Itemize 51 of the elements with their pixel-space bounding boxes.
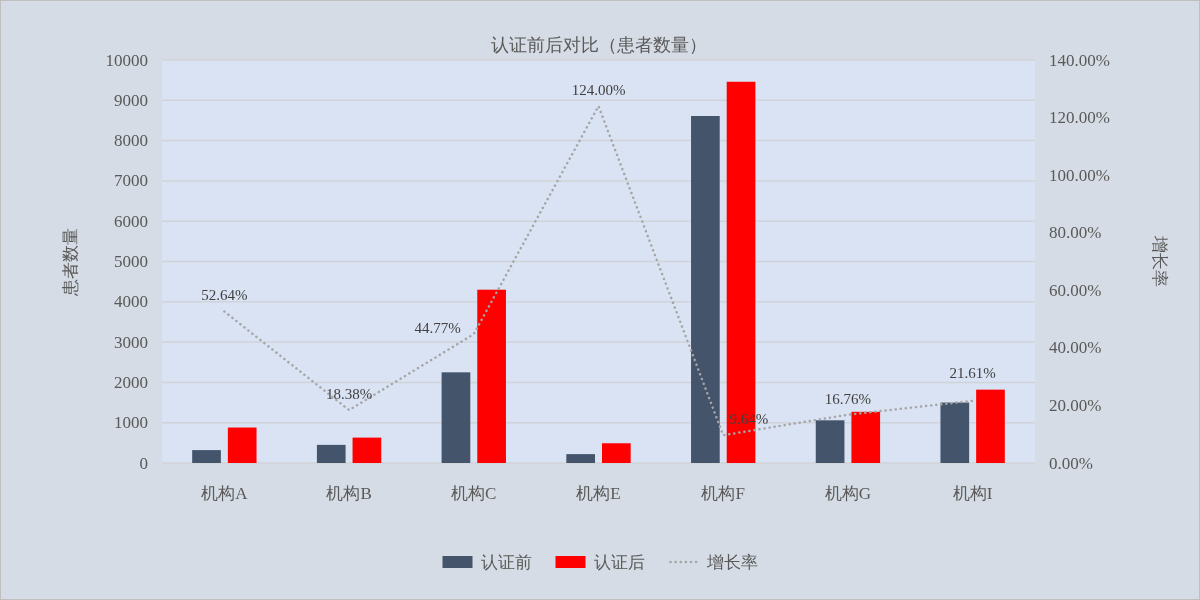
y2-tick-label: 60.00% bbox=[1049, 280, 1102, 300]
y-axis-title: 患者数量 bbox=[60, 227, 80, 297]
bar bbox=[227, 427, 257, 463]
y2-tick-label: 40.00% bbox=[1049, 338, 1102, 358]
y-tick-label: 4000 bbox=[114, 292, 148, 312]
bar bbox=[851, 411, 881, 463]
y-tick-label: 9000 bbox=[114, 90, 148, 110]
bar bbox=[192, 450, 221, 463]
y2-tick-label: 120.00% bbox=[1049, 108, 1110, 128]
y2-tick-label: 140.00% bbox=[1049, 50, 1110, 70]
y-tick-label: 5000 bbox=[114, 252, 148, 271]
bar bbox=[691, 116, 720, 463]
x-tick-label: 机构B bbox=[326, 483, 372, 503]
x-tick-label: 机构A bbox=[201, 483, 249, 503]
bar bbox=[441, 372, 471, 463]
x-tick-label: 机构G bbox=[824, 483, 872, 503]
bar bbox=[815, 420, 845, 463]
bar bbox=[316, 444, 346, 463]
y-tick-label: 8000 bbox=[114, 131, 148, 151]
data-label: 44.77% bbox=[414, 320, 461, 337]
bar bbox=[601, 443, 631, 463]
y-tick-label: 7000 bbox=[114, 171, 148, 191]
x-tick-label: 机构C bbox=[451, 483, 497, 503]
y2-tick-label: 20.00% bbox=[1049, 395, 1102, 415]
y-tick-label: 6000 bbox=[114, 211, 148, 231]
data-label: 16.76% bbox=[824, 390, 872, 407]
data-label: 124.00% bbox=[571, 82, 626, 99]
y2-tick-label: 80.00% bbox=[1049, 223, 1102, 243]
y2-tick-label: 0.00% bbox=[1049, 453, 1093, 473]
data-label: 21.61% bbox=[949, 364, 996, 381]
legend-label: 认证前 bbox=[480, 552, 532, 572]
x-tick-label: 机构F bbox=[701, 483, 745, 503]
y-tick-label: 1000 bbox=[114, 413, 148, 433]
y-tick-label: 2000 bbox=[114, 372, 148, 392]
bar bbox=[940, 402, 970, 463]
y-tick-label: 3000 bbox=[114, 332, 148, 352]
legend-label: 增长率 bbox=[705, 552, 758, 572]
y2-axis-title: 增长率 bbox=[1150, 235, 1170, 287]
x-tick-label: 机构I bbox=[952, 483, 993, 503]
y-tick-label: 0 bbox=[139, 453, 148, 473]
legend-label: 认证后 bbox=[593, 552, 645, 572]
bar bbox=[352, 437, 382, 463]
y-tick-label: 10000 bbox=[105, 50, 148, 70]
y2-tick-label: 100.00% bbox=[1049, 165, 1110, 185]
bar bbox=[566, 454, 596, 463]
data-label: 18.38% bbox=[325, 386, 373, 403]
chart-title: 认证前后对比（患者数量） bbox=[490, 35, 707, 55]
bar bbox=[976, 389, 1005, 463]
bar bbox=[477, 289, 506, 463]
x-tick-label: 机构E bbox=[576, 483, 621, 503]
data-label: 52.64% bbox=[201, 287, 248, 304]
